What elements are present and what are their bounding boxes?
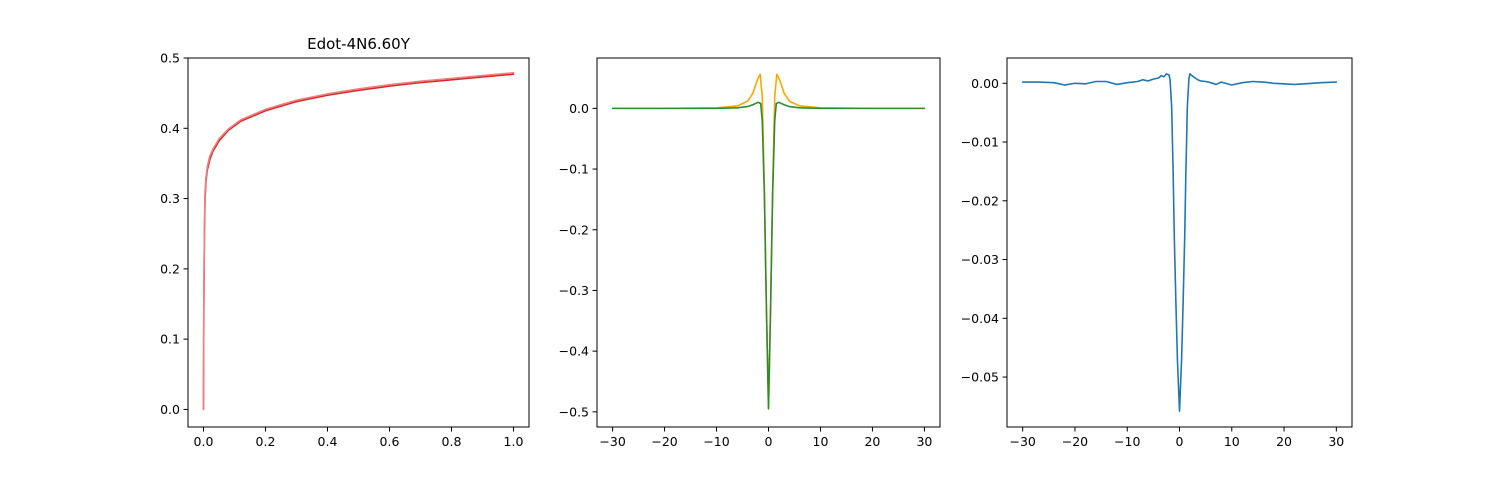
y-tick-label: 0.1: [160, 332, 180, 347]
x-tick-label: 30: [916, 434, 932, 449]
x-tick-label: −20: [1062, 434, 1088, 449]
y-tick-label: −0.05: [961, 370, 999, 385]
plot-frame: [187, 57, 530, 428]
y-tick-label: −0.04: [961, 311, 999, 326]
x-tick-label: 0.2: [256, 434, 276, 449]
x-tick-label: 20: [1276, 434, 1292, 449]
x-tick-label: −10: [1114, 434, 1140, 449]
x-tick-label: −30: [1009, 434, 1035, 449]
y-tick-label: 0.00: [971, 76, 999, 91]
y-tick-label: 0.5: [160, 51, 180, 66]
x-tick-label: 1.0: [504, 434, 524, 449]
y-tick-label: 0.0: [569, 101, 589, 116]
y-tick-label: −0.03: [961, 252, 999, 267]
chart-panel-1: 0.0 0.2 0.4 0.6 0.8 1.0 0.0 0.1 0.2 0.3 0.4 0.5 Edot…: [160, 35, 530, 449]
y-tick-label: −0.3: [559, 283, 589, 298]
y-tick-label: −0.02: [961, 193, 999, 208]
series-line-2-2: [611, 101, 926, 410]
y-tick-label: −0.01: [961, 135, 999, 150]
y-tick-label: 0.2: [160, 261, 180, 276]
y-tick-label: −0.5: [559, 404, 589, 419]
x-tick-label: 20: [864, 434, 880, 449]
plot-frame: [1006, 57, 1353, 428]
series-line-3-1: [1021, 73, 1338, 412]
x-tick-label: 0.6: [380, 434, 400, 449]
y-tick-label: 0.3: [160, 191, 180, 206]
series-line-2-1: [611, 73, 926, 410]
x-tick-label: 10: [813, 434, 829, 449]
x-tick-label: 0: [1176, 434, 1184, 449]
chart-panel-2: −30 −20 −10 0 10 20 30 0.0 −0.1 −0.2 −0.3 −0.4 −0.5: [559, 57, 941, 449]
y-tick-label: −0.1: [559, 162, 589, 177]
chart-title: Edot-4N6.60Y: [307, 35, 411, 53]
x-tick-label: −30: [599, 434, 625, 449]
x-tick-label: −10: [703, 434, 729, 449]
series-line-1-2: [202, 71, 515, 411]
y-tick-label: −0.4: [559, 344, 589, 359]
series-line-1-1: [202, 73, 515, 411]
y-tick-label: 0.4: [160, 121, 180, 136]
x-tick-label: 10: [1224, 434, 1240, 449]
x-tick-label: 0.0: [194, 434, 214, 449]
chart-panel-3: −30 −20 −10 0 10 20 30 0.00 −0.01 −0.02 −0.03 −0.04…: [961, 57, 1353, 449]
x-tick-label: 30: [1328, 434, 1344, 449]
x-tick-label: 0: [765, 434, 773, 449]
y-tick-label: 0.0: [160, 402, 180, 417]
y-tick-label: −0.2: [559, 222, 589, 237]
x-tick-label: −20: [651, 434, 677, 449]
x-tick-label: 0.8: [442, 434, 462, 449]
x-tick-label: 0.4: [318, 434, 338, 449]
